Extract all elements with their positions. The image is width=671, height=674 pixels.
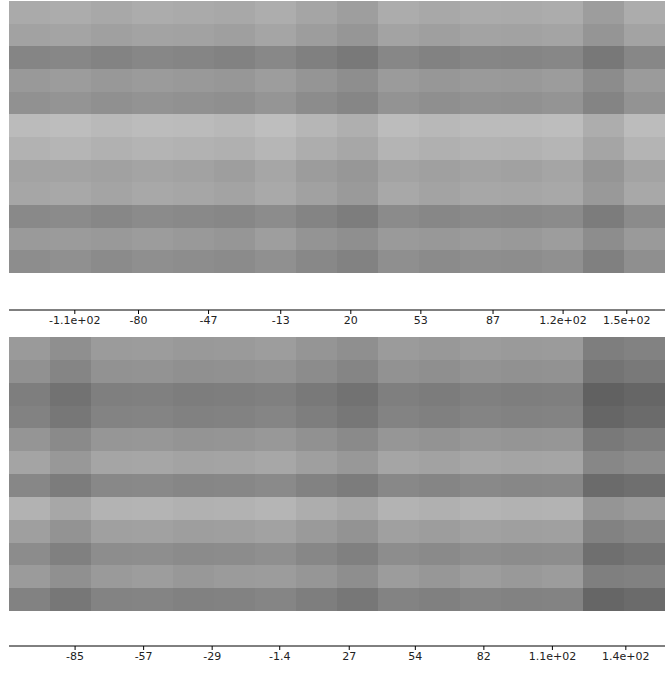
svg-text:1.2e+02: 1.2e+02 xyxy=(539,314,586,327)
svg-text:1.1e+02: 1.1e+02 xyxy=(529,650,576,663)
svg-text:-1.4: -1.4 xyxy=(269,650,290,663)
svg-text:-47: -47 xyxy=(200,314,218,327)
svg-text:-1.1e+02: -1.1e+02 xyxy=(49,314,100,327)
svg-text:-29: -29 xyxy=(203,650,221,663)
svg-text:-85: -85 xyxy=(66,650,84,663)
svg-text:20: 20 xyxy=(344,314,358,327)
svg-text:82: 82 xyxy=(477,650,491,663)
svg-text:-13: -13 xyxy=(272,314,290,327)
svg-text:-57: -57 xyxy=(135,650,153,663)
svg-text:53: 53 xyxy=(414,314,428,327)
svg-text:1.4e+02: 1.4e+02 xyxy=(602,650,649,663)
svg-text:1.5e+02: 1.5e+02 xyxy=(603,314,650,327)
svg-text:-80: -80 xyxy=(130,314,148,327)
svg-text:27: 27 xyxy=(342,650,356,663)
svg-text:54: 54 xyxy=(408,650,422,663)
svg-text:87: 87 xyxy=(486,314,500,327)
